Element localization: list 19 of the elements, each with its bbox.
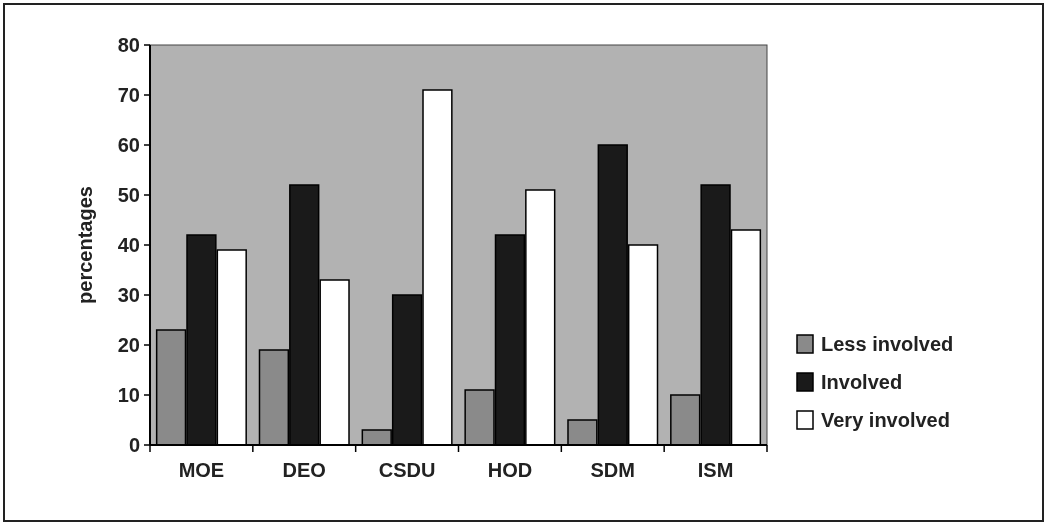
x-tick-label: SDM (590, 459, 635, 481)
x-tick-label: ISM (697, 459, 734, 481)
y-tick-label: 0 (128, 434, 140, 456)
y-tick-label: 40 (117, 234, 140, 256)
x-tick-label: MOE (178, 459, 225, 481)
y-tick-label: 70 (117, 84, 140, 106)
y-tick-label: 80 (117, 34, 140, 56)
x-tick-label: CSDU (378, 459, 436, 481)
y-tick-label: 20 (117, 334, 140, 356)
y-axis-title: percentages (74, 186, 96, 304)
y-tick-label: 60 (117, 134, 140, 156)
y-tick-label: 30 (117, 284, 140, 306)
x-tick-label: DEO (282, 459, 326, 481)
legend-label: Less involved (821, 333, 954, 355)
y-tick-label: 10 (117, 384, 140, 406)
legend-label: Very involved (821, 409, 950, 431)
y-tick-label: 50 (117, 184, 140, 206)
legend-label: Involved (821, 371, 903, 393)
x-tick-label: HOD (487, 459, 533, 481)
